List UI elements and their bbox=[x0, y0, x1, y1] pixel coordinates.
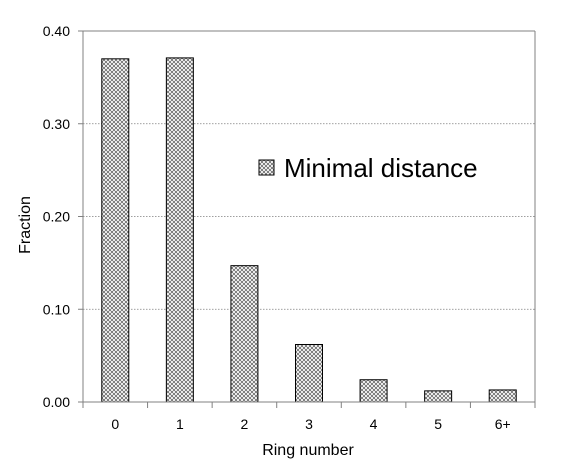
x-tick-label: 4 bbox=[370, 416, 378, 432]
y-tick-label: 0.20 bbox=[43, 209, 70, 225]
y-axis-title: Fraction bbox=[17, 196, 34, 254]
y-tick-label: 0.30 bbox=[43, 116, 70, 132]
bar-2 bbox=[231, 266, 258, 402]
bars bbox=[102, 58, 516, 402]
y-tick-label: 0.00 bbox=[43, 394, 70, 410]
y-tick-label: 0.10 bbox=[43, 301, 70, 317]
x-tick-labels: 0 1 2 3 4 5 6+ bbox=[111, 416, 510, 432]
bar-6+ bbox=[489, 390, 516, 402]
bar-4 bbox=[360, 380, 387, 402]
y-tick-labels: 0.00 0.10 0.20 0.30 0.40 bbox=[43, 23, 70, 410]
x-tick-label: 1 bbox=[176, 416, 184, 432]
x-tick-label: 0 bbox=[111, 416, 119, 432]
legend: Minimal distance bbox=[259, 153, 478, 183]
bar-5 bbox=[425, 391, 452, 402]
bar-1 bbox=[166, 58, 193, 402]
x-tick-label: 2 bbox=[241, 416, 249, 432]
x-tick-label: 3 bbox=[305, 416, 313, 432]
legend-swatch bbox=[259, 160, 274, 175]
y-tick-label: 0.40 bbox=[43, 23, 70, 39]
x-tick-label: 6+ bbox=[495, 416, 511, 432]
bar-3 bbox=[296, 344, 323, 402]
legend-label: Minimal distance bbox=[284, 153, 478, 183]
x-axis-title: Ring number bbox=[262, 442, 354, 459]
bar-0 bbox=[102, 59, 129, 402]
x-tick-label: 5 bbox=[434, 416, 442, 432]
